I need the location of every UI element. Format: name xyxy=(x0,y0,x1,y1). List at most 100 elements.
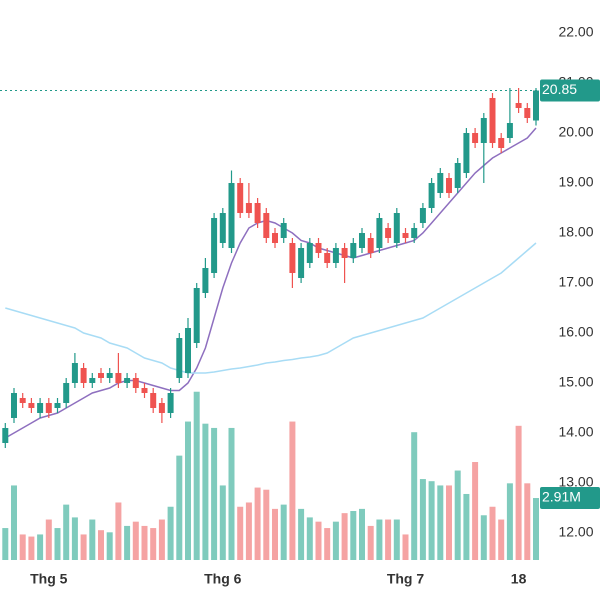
candle-body xyxy=(245,203,252,213)
volume-bar xyxy=(228,427,235,560)
volume-bar xyxy=(150,528,157,560)
candle-body xyxy=(158,403,165,413)
candle-body xyxy=(289,243,296,273)
candle-body xyxy=(150,393,157,408)
volume-bar xyxy=(98,530,104,560)
volume-bar xyxy=(367,525,374,560)
volume-bar xyxy=(463,493,470,560)
candle-body xyxy=(454,163,461,188)
last-price-label: 20.85 xyxy=(542,81,577,97)
volume-bar xyxy=(89,519,96,560)
candle-body xyxy=(350,243,357,258)
candle-body xyxy=(132,378,139,388)
y-tick-label: 19.00 xyxy=(558,174,593,190)
candle-body xyxy=(280,223,287,238)
x-tick-label: Thg 5 xyxy=(30,571,68,587)
y-tick-label: 12.00 xyxy=(558,524,593,540)
volume-bar xyxy=(289,421,296,560)
volume-bar xyxy=(498,519,505,560)
candle-body xyxy=(402,233,409,238)
candle-body xyxy=(419,208,426,223)
candle-body xyxy=(324,253,331,263)
y-tick-label: 17.00 xyxy=(558,274,593,290)
candle-body xyxy=(472,133,479,143)
volume-bar xyxy=(506,483,513,560)
candle-body xyxy=(506,123,513,138)
volume-bar xyxy=(167,506,174,560)
volume-bar xyxy=(237,506,244,560)
candle-body xyxy=(533,90,539,121)
candle-body xyxy=(437,173,444,193)
volume-bar xyxy=(219,485,226,560)
candle-body xyxy=(411,228,418,238)
last-price-box xyxy=(540,79,600,102)
candle-body xyxy=(332,248,339,263)
candle-body xyxy=(106,373,113,378)
y-tick-label: 14.00 xyxy=(558,424,593,440)
volume-bar xyxy=(524,483,531,560)
candle-body xyxy=(428,183,435,208)
candle-body xyxy=(211,218,218,273)
candle-body xyxy=(45,403,52,413)
volume-bar xyxy=(402,534,409,560)
candle-body xyxy=(315,243,322,253)
candle-body xyxy=(228,183,235,248)
volume-bar xyxy=(254,487,261,560)
volume-bar xyxy=(515,425,522,560)
candle-body xyxy=(2,428,9,443)
candle-body xyxy=(367,238,374,253)
volume-bar xyxy=(11,485,17,560)
y-tick-label: 15.00 xyxy=(558,374,593,390)
candle-body xyxy=(89,378,96,383)
volume-bar xyxy=(376,519,383,560)
y-tick-label: 22.00 xyxy=(558,24,593,40)
candle-body xyxy=(298,248,305,278)
moving-average xyxy=(4,127,537,439)
volume-bar xyxy=(245,502,252,560)
candle-body xyxy=(393,213,400,243)
candle-body xyxy=(167,393,174,413)
candle-body xyxy=(263,213,270,238)
candle-body xyxy=(498,138,505,148)
volume-bar xyxy=(45,519,52,560)
volume-bar xyxy=(124,525,131,560)
volume-bar xyxy=(158,519,165,560)
volume-label-box xyxy=(540,487,600,510)
volume-bar xyxy=(437,485,444,560)
candle-body xyxy=(463,133,470,173)
candle-body xyxy=(272,233,278,243)
volume-bar xyxy=(419,479,426,560)
candle-body xyxy=(80,368,87,383)
candle-body xyxy=(98,373,104,378)
x-tick-label: Thg 6 xyxy=(204,571,242,587)
candle-body xyxy=(237,183,244,213)
candle-body xyxy=(385,228,392,238)
volume-bar xyxy=(332,521,339,560)
volume-bar xyxy=(115,502,122,560)
candle-body xyxy=(480,118,487,143)
volume-bar xyxy=(446,485,452,560)
volume-bar xyxy=(263,489,270,560)
volume-bar xyxy=(185,421,191,560)
candle-body xyxy=(11,393,17,418)
volume-bar xyxy=(533,498,539,560)
candle-body xyxy=(359,233,365,248)
candle-body xyxy=(254,203,261,223)
candle-body xyxy=(54,403,61,408)
volume-bar xyxy=(315,521,322,560)
y-tick-label: 16.00 xyxy=(558,324,593,340)
y-tick-label: 20.00 xyxy=(558,124,593,140)
volume-bar xyxy=(2,528,9,560)
volume-bar xyxy=(63,504,70,560)
volume-bar xyxy=(472,462,479,560)
candle-body xyxy=(524,108,531,118)
volume-label: 2.91M xyxy=(542,489,581,505)
volume-bar xyxy=(193,391,200,560)
volume-bar xyxy=(106,532,113,560)
volume-bar xyxy=(385,519,392,560)
candle-body xyxy=(202,268,209,293)
volume-bar xyxy=(80,534,87,560)
volume-bar xyxy=(132,521,139,560)
